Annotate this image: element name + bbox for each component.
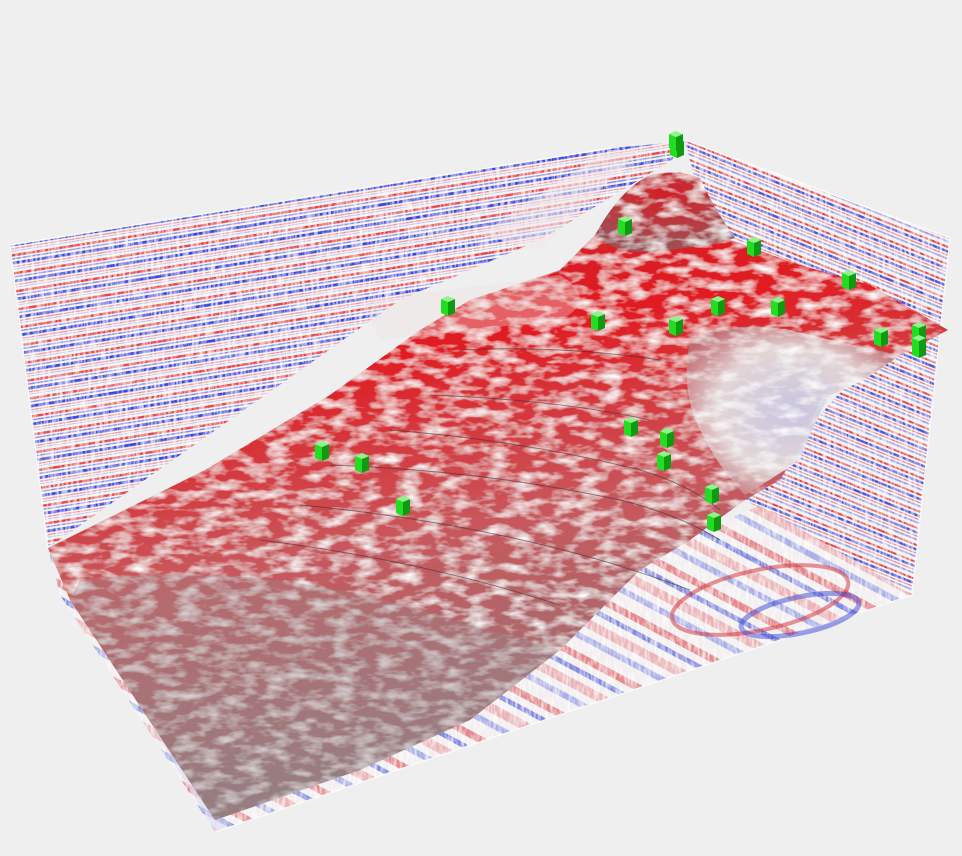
well-22-marker[interactable] [669, 131, 683, 151]
well-14-marker[interactable] [660, 428, 674, 448]
well-09-marker[interactable] [771, 297, 785, 317]
well-03-marker[interactable] [747, 237, 761, 257]
well-markers [315, 131, 926, 532]
well-13-marker[interactable] [624, 417, 638, 437]
well-15-marker[interactable] [657, 451, 671, 471]
well-17-marker[interactable] [355, 453, 369, 473]
well-04-marker[interactable] [842, 270, 856, 290]
well-18-marker[interactable] [396, 496, 410, 516]
well-21-marker[interactable] [912, 335, 926, 355]
inline-section-panel [9, 142, 680, 549]
well-19-marker[interactable] [705, 484, 719, 504]
well-07-marker[interactable] [669, 316, 683, 336]
well-20-marker[interactable] [707, 512, 721, 532]
well-05-marker[interactable] [441, 296, 455, 316]
well-02-marker[interactable] [618, 216, 632, 236]
uplift-block [686, 326, 900, 495]
well-10-marker[interactable] [874, 327, 888, 347]
well-06-marker[interactable] [591, 311, 605, 331]
well-08-marker[interactable] [711, 296, 725, 316]
well-16-marker[interactable] [315, 441, 329, 461]
fault-lines [259, 348, 721, 606]
